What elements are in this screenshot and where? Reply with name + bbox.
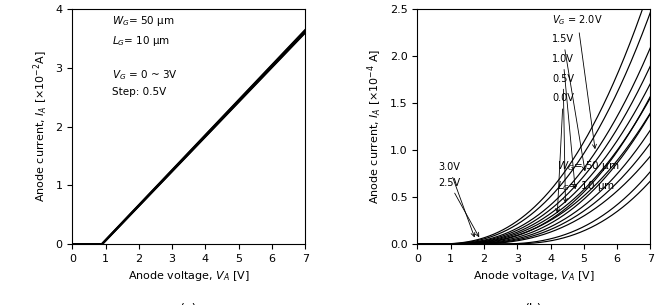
Text: 0.5V: 0.5V: [552, 74, 574, 202]
Y-axis label: Anode current, $I_A$ [×10$^{-2}$A]: Anode current, $I_A$ [×10$^{-2}$A]: [32, 51, 50, 203]
Text: 1.0V: 1.0V: [552, 54, 577, 188]
Text: 3.0V: 3.0V: [438, 162, 475, 237]
Text: (a): (a): [180, 303, 198, 305]
Text: $W_G$= 50 μm
$L_G$= 10 μm: $W_G$= 50 μm $L_G$= 10 μm: [557, 160, 620, 193]
Text: $W_G$= 50 μm
$L_G$= 10 μm

$V_G$ = 0 ~ 3V
Step: 0.5V: $W_G$= 50 μm $L_G$= 10 μm $V_G$ = 0 ~ 3V…: [112, 14, 177, 97]
Text: 2.5V: 2.5V: [438, 178, 479, 237]
Text: 0.0V: 0.0V: [552, 93, 574, 213]
Text: (b): (b): [525, 303, 543, 305]
X-axis label: Anode voltage, $V_A$ [V]: Anode voltage, $V_A$ [V]: [128, 269, 250, 283]
X-axis label: Anode voltage, $V_A$ [V]: Anode voltage, $V_A$ [V]: [473, 269, 595, 283]
Text: 1.5V: 1.5V: [552, 34, 586, 170]
Y-axis label: Anode current, $I_A$ [×10$^{-4}$ A]: Anode current, $I_A$ [×10$^{-4}$ A]: [366, 49, 384, 204]
Text: $V_G$ = 2.0V: $V_G$ = 2.0V: [552, 13, 603, 148]
